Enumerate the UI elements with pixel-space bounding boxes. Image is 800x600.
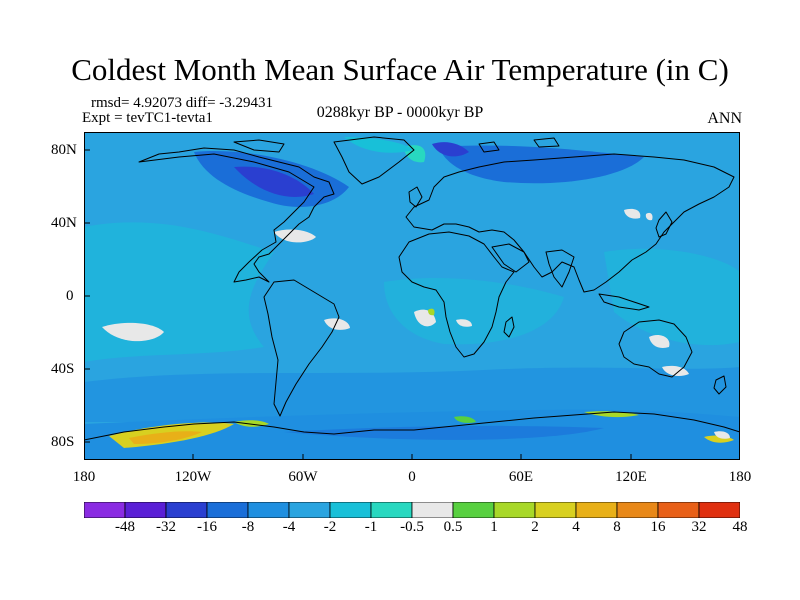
colorbar-label: 16	[650, 519, 666, 535]
colorbar-label: 0.5	[443, 519, 463, 535]
lat-label-80s: 80S	[51, 434, 75, 450]
lon-label-180w: 180	[72, 469, 96, 485]
field-patch	[129, 431, 202, 444]
colorbar-box	[370, 502, 413, 518]
colorbar-box	[493, 502, 536, 518]
colorbar	[84, 502, 740, 518]
coastline-arctic-islands	[533, 137, 560, 148]
field-patch	[102, 322, 164, 342]
field-patch	[324, 318, 350, 330]
season-label: ANN	[707, 110, 742, 127]
field-patch	[645, 212, 653, 221]
colorbar-box	[84, 502, 126, 518]
coastline-arabia	[491, 243, 530, 273]
colorbar-label: -0.5	[400, 519, 424, 535]
coastline-new-zealand	[713, 375, 727, 395]
coastline-arctic-islands	[478, 141, 500, 153]
lon-label-120w: 120W	[174, 469, 212, 485]
colorbar-box	[165, 502, 208, 518]
lat-label-40n: 40N	[51, 215, 77, 231]
field-patch	[604, 248, 740, 346]
lon-label-0: 0	[408, 469, 416, 485]
coastline-eurasia	[405, 153, 735, 293]
temperature-map	[84, 132, 740, 460]
coastline-indonesia	[598, 293, 650, 311]
colorbar-label: -48	[115, 519, 135, 535]
coastline-antarctica	[84, 411, 740, 441]
colorbar-label: -16	[197, 519, 217, 535]
colorbar-box	[329, 502, 372, 518]
field-patch	[454, 416, 476, 423]
coastline-australia	[618, 319, 693, 378]
field-patch	[84, 367, 740, 422]
period-label: 0288kyr BP - 0000kyr BP	[316, 104, 484, 121]
field-patch	[84, 222, 274, 362]
lat-label-40s: 40S	[51, 361, 75, 377]
colorbar-box	[288, 502, 331, 518]
field-patch	[624, 208, 641, 219]
colorbar-label: -32	[156, 519, 176, 535]
colorbar-box	[206, 502, 249, 518]
colorbar-box	[657, 502, 700, 518]
coastline-arctic-islands	[233, 139, 285, 153]
colorbar-box	[124, 502, 167, 518]
field-patch	[432, 142, 469, 157]
lon-label-60w: 60W	[288, 469, 318, 485]
colorbar-label: -1	[364, 519, 378, 535]
field-patch	[428, 308, 435, 316]
colorbar-box	[411, 502, 454, 518]
lon-label-120e: 120E	[615, 469, 647, 485]
colorbar-label: 8	[613, 519, 621, 535]
lon-label-180e: 180	[728, 469, 752, 485]
stats-label: rmsd= 4.92073 diff= -3.29431	[91, 95, 274, 111]
field-patch	[439, 145, 644, 184]
field-patch	[344, 137, 414, 153]
coastline-madagascar	[503, 316, 515, 338]
experiment-label: Expt = tevTC1-tevta1	[82, 110, 213, 126]
plot-title: Coldest Month Mean Surface Air Temperatu…	[71, 52, 729, 87]
colorbar-label: 4	[572, 519, 580, 535]
colorbar-label: -2	[323, 519, 337, 535]
coastline-uk	[408, 186, 423, 208]
colorbar-label: -8	[241, 519, 255, 535]
field-patch	[456, 319, 472, 327]
lat-label-80n: 80N	[51, 142, 77, 158]
field-patch	[234, 166, 314, 197]
colorbar-label: -4	[282, 519, 296, 535]
coastline-north-america	[138, 147, 335, 283]
coastline-india	[545, 249, 575, 288]
field-patch	[714, 431, 730, 439]
colorbar-label: 32	[691, 519, 707, 535]
colorbar-label: 48	[732, 519, 748, 535]
lat-label-0: 0	[66, 288, 74, 304]
field-patch	[384, 277, 564, 345]
coastline-africa	[398, 231, 515, 358]
colorbar-box	[698, 502, 740, 518]
colorbar-label: 2	[531, 519, 539, 535]
colorbar-label: 1	[490, 519, 498, 535]
coastline-japan	[655, 211, 673, 238]
colorbar-box	[616, 502, 659, 518]
coastlines	[84, 136, 740, 441]
colorbar-box	[575, 502, 618, 518]
coastline-south-america	[263, 279, 340, 417]
colorbar-box	[534, 502, 577, 518]
colorbar-box	[247, 502, 290, 518]
colorbar-box	[452, 502, 495, 518]
lon-label-60e: 60E	[508, 469, 534, 485]
field-patch	[649, 335, 670, 348]
field-patch	[284, 425, 604, 440]
map-ticks	[84, 149, 632, 460]
coastline-greenland	[333, 136, 415, 185]
